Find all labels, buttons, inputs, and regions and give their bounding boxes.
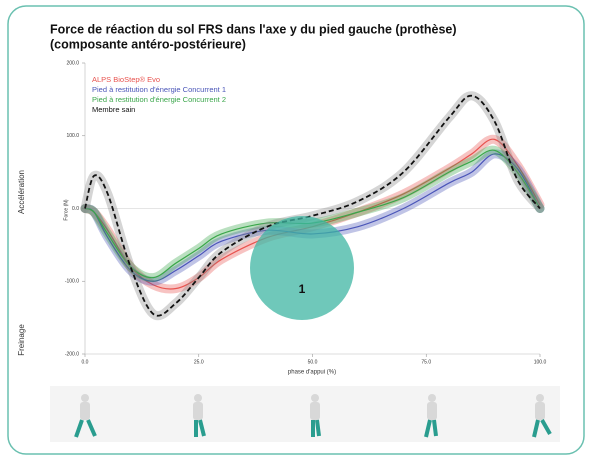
chart: Force de réaction du sol FRS dans l'axe … bbox=[0, 0, 593, 462]
x-tick-label: 0.0 bbox=[82, 359, 89, 365]
y-tick-label: 100.0 bbox=[66, 133, 79, 139]
y-tick-label: -200.0 bbox=[65, 351, 79, 357]
x-tick-label: 25.0 bbox=[194, 359, 204, 365]
y-tick-label: -100.0 bbox=[65, 279, 79, 285]
x-tick-label: 50.0 bbox=[308, 359, 318, 365]
y-tick-label: 200.0 bbox=[66, 60, 79, 66]
chart-title: Force de réaction du sol FRS dans l'axe … bbox=[50, 22, 457, 36]
chart-title: (composante antéro-postérieure) bbox=[50, 37, 246, 51]
annotation: 1 bbox=[299, 282, 306, 296]
side-label: Freinage bbox=[17, 324, 26, 356]
y-tick-label: 0.0 bbox=[72, 206, 79, 212]
x-tick-label: 75.0 bbox=[421, 359, 431, 365]
legend-entry: Membre sain bbox=[92, 105, 135, 114]
side-label: Accélération bbox=[17, 170, 26, 214]
x-axis-label: phase d'appui (%) bbox=[288, 370, 336, 376]
x-tick-label: 100.0 bbox=[534, 359, 547, 365]
gait-strip bbox=[50, 386, 560, 442]
legend-entry: ALPS BioStep® Evo bbox=[92, 75, 160, 84]
legend-entry: Pied à restitution d'énergie Concurrent … bbox=[92, 95, 226, 104]
y-axis-label: Force (N) bbox=[63, 199, 69, 220]
page: {"chart_data": {"type": "line", "title":… bbox=[0, 0, 593, 462]
legend-entry: Pied à restitution d'énergie Concurrent … bbox=[92, 85, 226, 94]
highlight-circle bbox=[250, 216, 354, 320]
